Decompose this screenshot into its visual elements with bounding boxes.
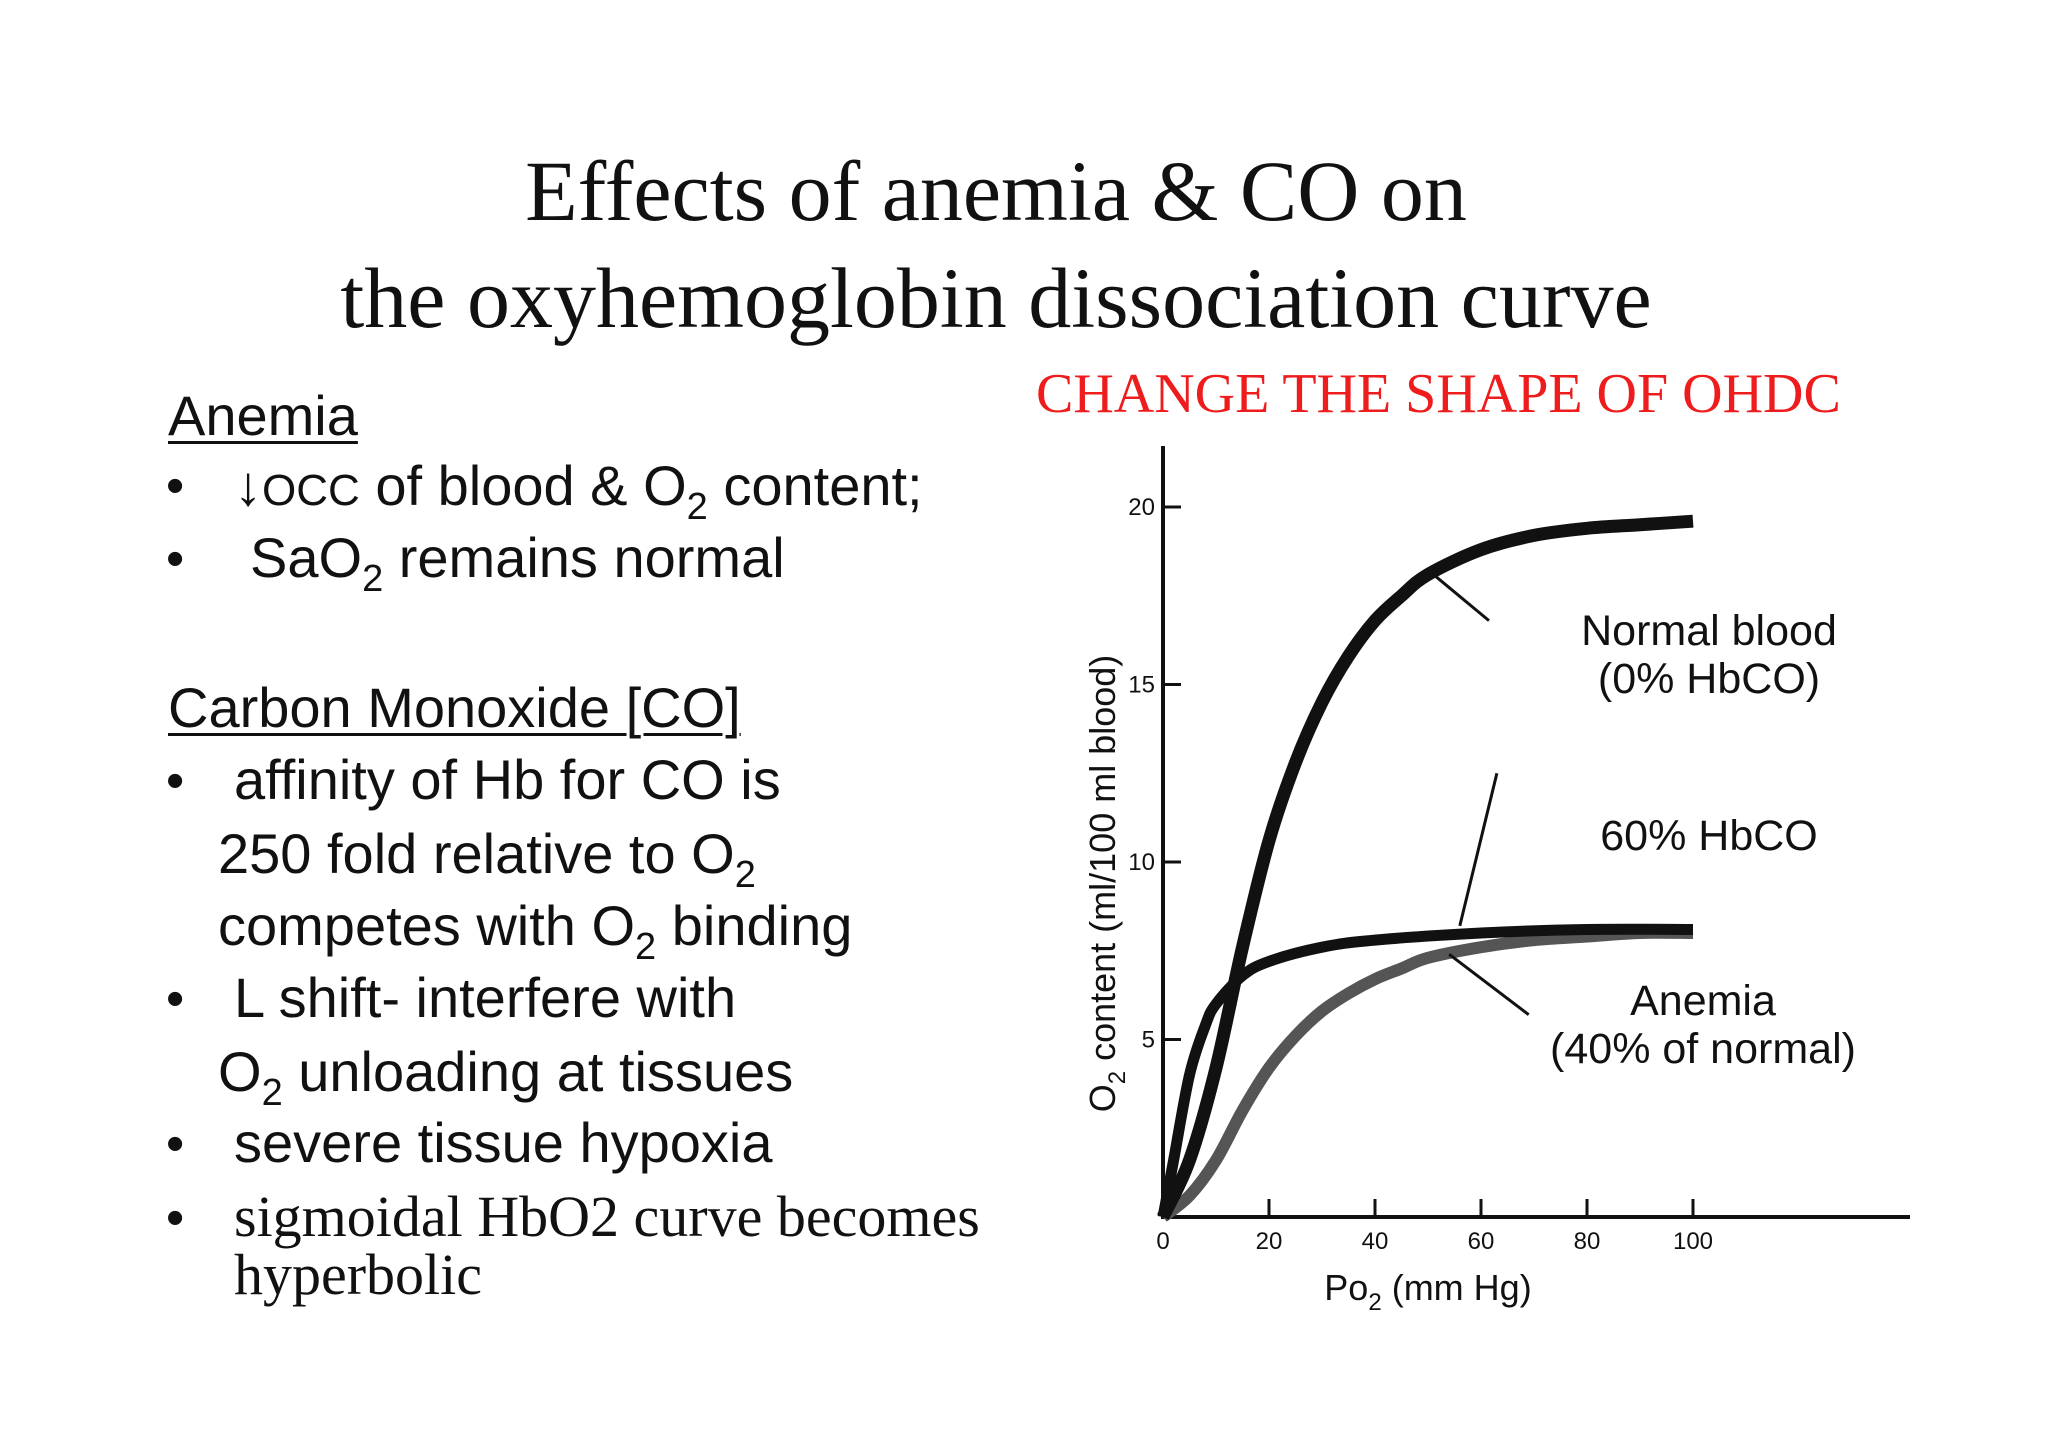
y-tick-label: 15 [1128, 672, 1155, 699]
series-label-hbco: 60% HbCO [1600, 812, 1817, 860]
co-heading: Carbon Monoxide [CO] [168, 676, 741, 739]
co-bullet-1-line1: affinity of Hb for CO is [234, 748, 781, 811]
bullet-dot: • [166, 970, 185, 1028]
x-tick-label: 80 [1574, 1228, 1601, 1255]
co-bullet-2-line2: O2 unloading at tissues [218, 1044, 793, 1114]
x-tick-label: 20 [1256, 1228, 1283, 1255]
x-tick-label: 100 [1673, 1228, 1713, 1255]
anemia-heading: Anemia [168, 384, 358, 447]
series-label-anemia-line1: Anemia [1630, 977, 1776, 1025]
y-axis-label: O2 content (ml/100 ml blood) [1082, 655, 1131, 1113]
down-arrow-icon: ↓ [234, 454, 262, 517]
hbco-60-curve [1157, 923, 1694, 1219]
y-tick-label: 20 [1128, 494, 1155, 521]
oxyhemoglobin-chart: 0 20 40 60 80 100 5 10 15 20 Po2 (mm Hg) O2 conte… [1082, 446, 1910, 1316]
anemia-b2-text: SaO [250, 526, 363, 589]
subscript: 2 [261, 1072, 283, 1114]
subscript: 2 [362, 558, 384, 600]
anemia-curve [1159, 926, 1694, 1222]
co-bullet-2-line1: L shift- interfere with [234, 966, 737, 1029]
co-b1-l3-text2: binding [656, 894, 853, 957]
normal-blood-curve [1157, 514, 1694, 1220]
normal-leader-line [1432, 573, 1490, 622]
co-b1-l2-text: 250 fold relative to O [218, 822, 735, 885]
anemia-b1-text2: content; [707, 454, 923, 517]
y-tick-label: 10 [1128, 849, 1155, 876]
red-subtitle: CHANGE THE SHAPE OF OHDC [1036, 363, 1841, 425]
subscript: 2 [635, 926, 657, 968]
anemia-bullet-1: ↓OCC of blood & O2 content; [234, 458, 923, 528]
anemia-b1-text: of blood & O [359, 454, 687, 517]
subscript: 2 [686, 486, 708, 528]
co-b1-l3-text: competes with O [218, 894, 636, 957]
x-axis-label: Po2 (mm Hg) [1324, 1267, 1531, 1316]
x-tick-label: 0 [1156, 1228, 1169, 1255]
bullet-dot: • [166, 530, 185, 588]
co-bullet-4-line1: sigmoidal HbO2 curve becomes [234, 1184, 980, 1249]
series-label-normal-line1: Normal blood [1581, 607, 1837, 655]
co-bullet-3: severe tissue hypoxia [234, 1111, 773, 1174]
anemia-leader-line [1448, 953, 1530, 1016]
co-bullet-1-line3: competes with O2 binding [218, 898, 852, 968]
series-label-anemia-line2: (40% of normal) [1550, 1025, 1856, 1073]
y-tick-label: 5 [1142, 1027, 1155, 1054]
co-b2-l2-text2: unloading at tissues [282, 1040, 794, 1103]
anemia-bullet-2: SaO2 remains normal [250, 530, 785, 600]
co-bullet-4-line2: hyperbolic [234, 1242, 483, 1307]
occ-abbrev: OCC [262, 466, 360, 515]
series-label-normal-line2: (0% HbCO) [1598, 655, 1820, 703]
subscript: 2 [734, 854, 756, 896]
bullet-dot: • [166, 1115, 185, 1173]
bullet-dot: • [166, 1189, 185, 1247]
anemia-b2-text2: remains normal [383, 526, 785, 589]
slide-title-line2: the oxyhemoglobin dissociation curve [340, 250, 1652, 346]
hbco-leader-line [1458, 772, 1499, 927]
x-tick-label: 60 [1468, 1228, 1495, 1255]
co-bullet-1-line2: 250 fold relative to O2 [218, 826, 756, 896]
slide-title-line1: Effects of anemia & CO on [525, 143, 1467, 239]
bullet-dot: • [166, 752, 185, 810]
x-tick-label: 40 [1362, 1228, 1389, 1255]
bullet-dot: • [166, 457, 185, 515]
co-b2-l2-text: O [218, 1040, 262, 1103]
